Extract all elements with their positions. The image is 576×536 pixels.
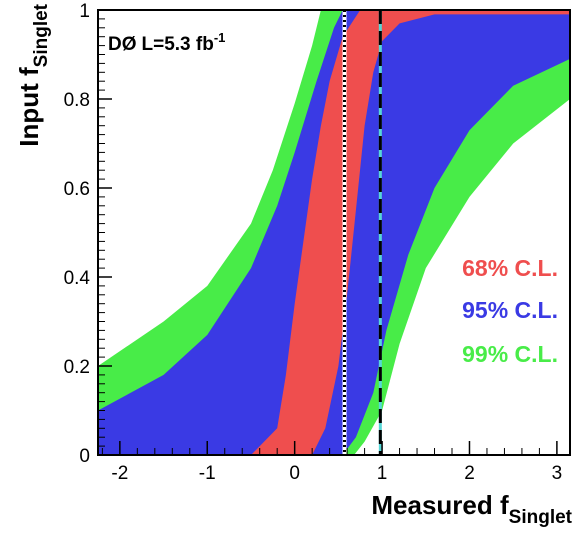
- reference-lines: [342, 10, 382, 455]
- y-tick-label: 1: [79, 1, 90, 22]
- y-tick-label: 0: [79, 446, 90, 467]
- band-cl68: [98, 10, 570, 455]
- experiment-annotation: DØ L=5.3 fb-1: [108, 30, 225, 55]
- x-axis-ticks: -2 -1 0 1 2 3: [101, 441, 563, 484]
- legend-entry-cl99: 99% C.L.: [462, 341, 558, 367]
- y-tick-label: 0.4: [64, 268, 91, 289]
- legend: 68% C.L. 95% C.L. 99% C.L.: [462, 255, 558, 367]
- confidence-bands: [98, 10, 570, 455]
- x-tick-label: 1: [377, 463, 388, 484]
- y-tick-label: 0.2: [64, 357, 90, 378]
- x-tick-label: 0: [289, 463, 300, 484]
- x-tick-label: 3: [552, 463, 563, 484]
- y-tick-label: 0.8: [64, 90, 90, 111]
- legend-entry-cl68: 68% C.L.: [462, 255, 558, 281]
- x-tick-label: -2: [111, 463, 128, 484]
- y-axis-label: Input fSinglet: [14, 3, 52, 146]
- y-tick-label: 0.6: [64, 179, 90, 200]
- x-tick-label: -1: [199, 463, 216, 484]
- y-axis-ticks: 0 0.2 0.4 0.6 0.8 1: [64, 1, 112, 467]
- x-axis-label: Measured fSinglet: [371, 490, 572, 528]
- legend-entry-cl95: 95% C.L.: [462, 297, 558, 323]
- x-tick-label: 2: [464, 463, 475, 484]
